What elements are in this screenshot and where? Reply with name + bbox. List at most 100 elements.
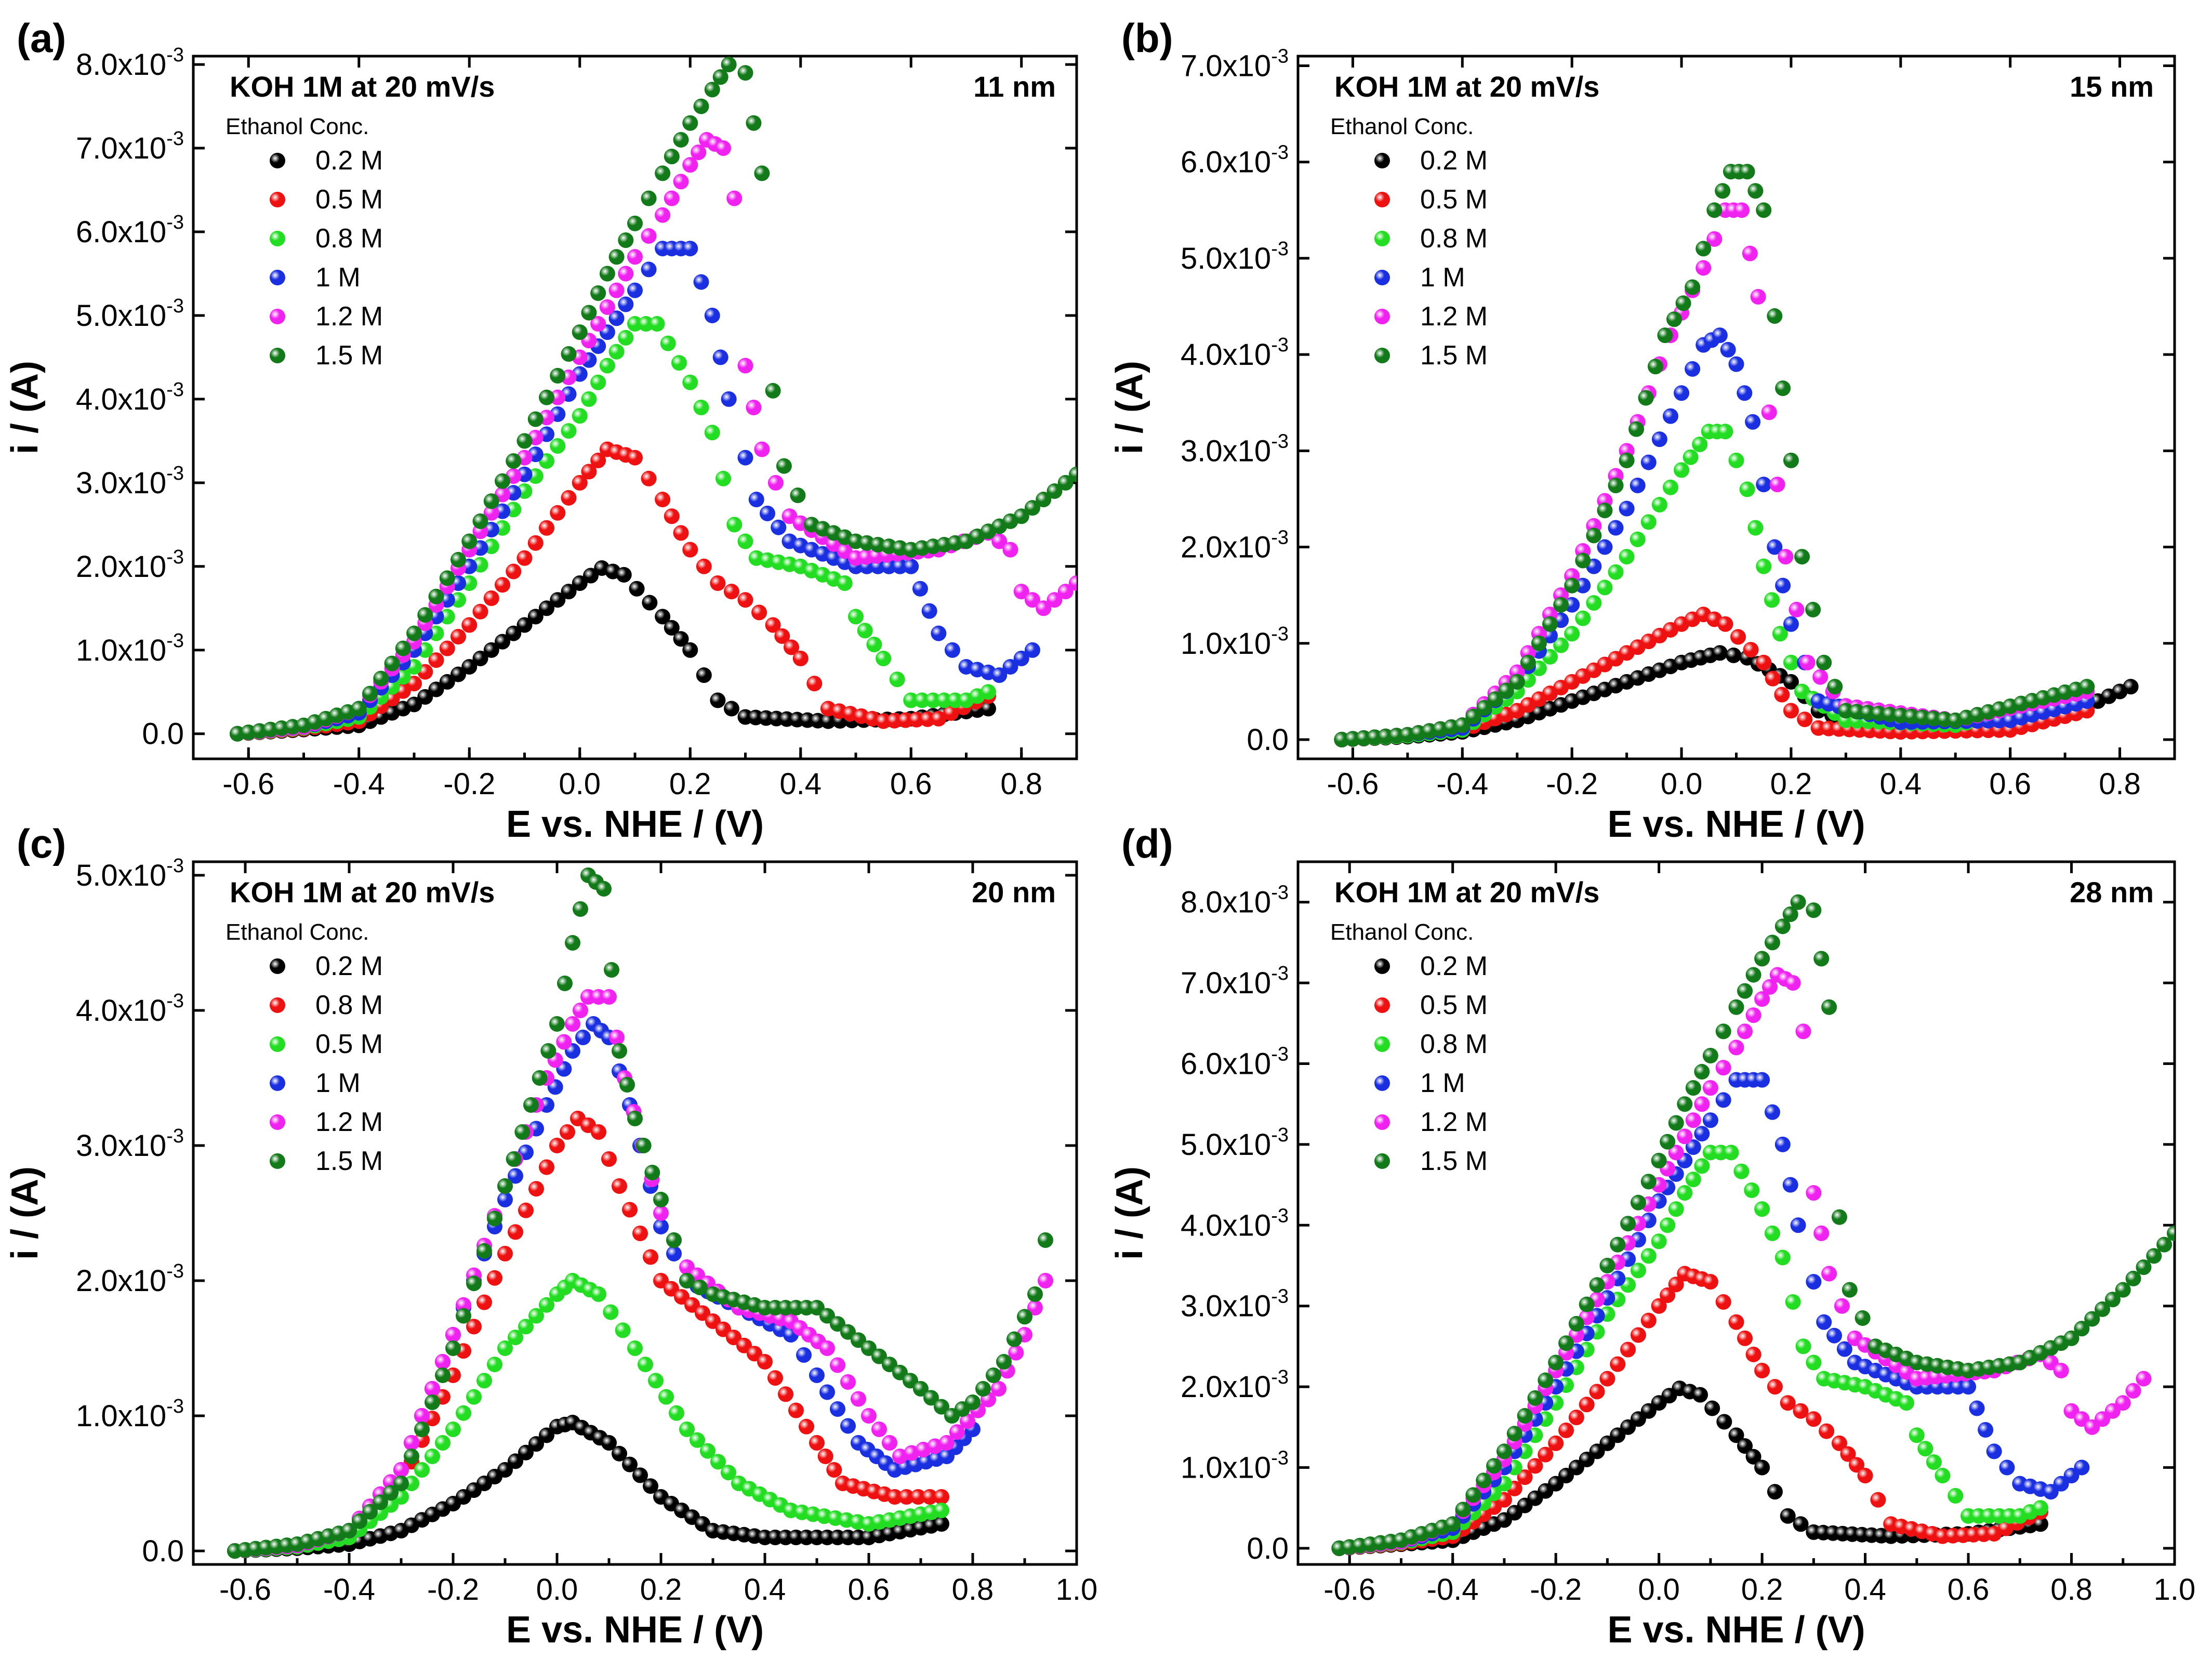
- legend-marker: [270, 1153, 285, 1169]
- data-point: [908, 712, 924, 728]
- data-point: [514, 1124, 531, 1140]
- data-point: [466, 1389, 482, 1405]
- data-point: [671, 355, 687, 371]
- data-point: [435, 1435, 451, 1451]
- data-point: [1027, 1300, 1043, 1315]
- data-point: [1775, 380, 1791, 396]
- data-point: [1694, 1126, 1710, 1142]
- legend-label: 1 M: [1420, 262, 1465, 293]
- legend-marker: [1374, 309, 1390, 324]
- data-point: [934, 1503, 949, 1518]
- data-point: [1025, 642, 1040, 658]
- data-point: [604, 962, 619, 978]
- data-point: [383, 1485, 399, 1501]
- data-point: [1821, 999, 1837, 1015]
- data-point: [497, 1178, 513, 1194]
- data-point: [550, 367, 566, 384]
- data-point: [550, 505, 566, 521]
- data-point: [1745, 1449, 1761, 1465]
- data-point: [495, 577, 510, 593]
- data-point: [1765, 670, 1781, 687]
- data-point: [591, 1286, 606, 1302]
- data-point: [792, 650, 809, 666]
- data-point: [799, 1418, 814, 1435]
- data-point: [627, 1111, 643, 1126]
- data-point: [981, 684, 996, 700]
- data-point: [1017, 1309, 1032, 1325]
- data-point: [949, 1424, 965, 1440]
- y-axis-label: i / (A): [4, 1166, 46, 1260]
- data-point: [1564, 577, 1580, 594]
- data-point: [1726, 647, 1742, 663]
- legend-marker: [1374, 1075, 1390, 1091]
- data-point: [561, 346, 577, 362]
- data-point: [1790, 894, 1806, 910]
- data-point: [876, 650, 892, 666]
- data-point: [540, 1043, 557, 1059]
- data-point: [1827, 679, 1843, 695]
- legend-marker: [1374, 192, 1390, 207]
- data-point: [1849, 1457, 1865, 1473]
- data-point: [1978, 1422, 1994, 1438]
- data-point: [2079, 679, 2095, 695]
- data-point: [943, 705, 959, 721]
- data-point: [975, 1381, 991, 1397]
- data-point: [439, 609, 455, 625]
- data-point: [1754, 1459, 1770, 1476]
- x-axis-label: E vs. NHE / (V): [506, 804, 764, 845]
- data-point: [830, 1357, 845, 1373]
- data-point: [373, 670, 389, 687]
- data-point: [826, 1462, 842, 1478]
- data-point: [1767, 308, 1783, 324]
- data-point: [1728, 999, 1744, 1015]
- data-point: [1619, 501, 1635, 517]
- data-point: [1793, 1403, 1809, 1419]
- data-point: [461, 617, 478, 633]
- data-point: [572, 324, 588, 340]
- data-point: [1610, 1236, 1626, 1253]
- legend-title: Ethanol Conc.: [226, 114, 369, 139]
- legend-marker: [1374, 153, 1390, 168]
- size-label: 28 nm: [2070, 876, 2154, 909]
- data-point: [2115, 1282, 2131, 1298]
- data-point: [581, 391, 597, 407]
- data-point: [1057, 584, 1074, 600]
- data-point: [1630, 531, 1646, 547]
- legend-title: Ethanol Conc.: [226, 919, 369, 945]
- data-point: [1917, 1441, 1933, 1457]
- series-1.5-M: [1334, 164, 2095, 747]
- data-point: [922, 1489, 938, 1505]
- data-point: [1589, 1384, 1605, 1400]
- data-point: [1706, 202, 1723, 218]
- data-point: [712, 349, 728, 365]
- data-point: [840, 1374, 856, 1390]
- data-point: [1986, 1443, 2002, 1459]
- data-point: [1737, 385, 1753, 401]
- data-point: [518, 1319, 534, 1335]
- data-point: [439, 640, 455, 656]
- data-point: [1774, 1249, 1791, 1266]
- data-point: [923, 1390, 939, 1406]
- data-point: [1805, 601, 1821, 617]
- data-point: [404, 1449, 419, 1464]
- x-tick-label: 0.4: [1844, 1573, 1886, 1607]
- data-point: [2156, 1236, 2173, 1253]
- data-point: [820, 713, 836, 729]
- data-point: [393, 1476, 409, 1491]
- x-tick-label: -0.2: [1546, 767, 1598, 801]
- data-point: [1487, 691, 1503, 707]
- data-point: [771, 519, 787, 535]
- data-point: [1797, 712, 1813, 728]
- data-point: [861, 1408, 877, 1424]
- data-point: [1754, 1201, 1770, 1217]
- y-tick-label: 0.0: [1247, 723, 1289, 757]
- data-point: [682, 642, 698, 658]
- data-point: [673, 525, 689, 541]
- data-point: [1564, 626, 1580, 642]
- data-point: [653, 1192, 669, 1207]
- data-point: [428, 588, 444, 604]
- data-point: [1764, 1104, 1780, 1120]
- legend-label: 1 M: [315, 1068, 361, 1098]
- data-point: [1794, 683, 1810, 700]
- data-point: [619, 1077, 635, 1093]
